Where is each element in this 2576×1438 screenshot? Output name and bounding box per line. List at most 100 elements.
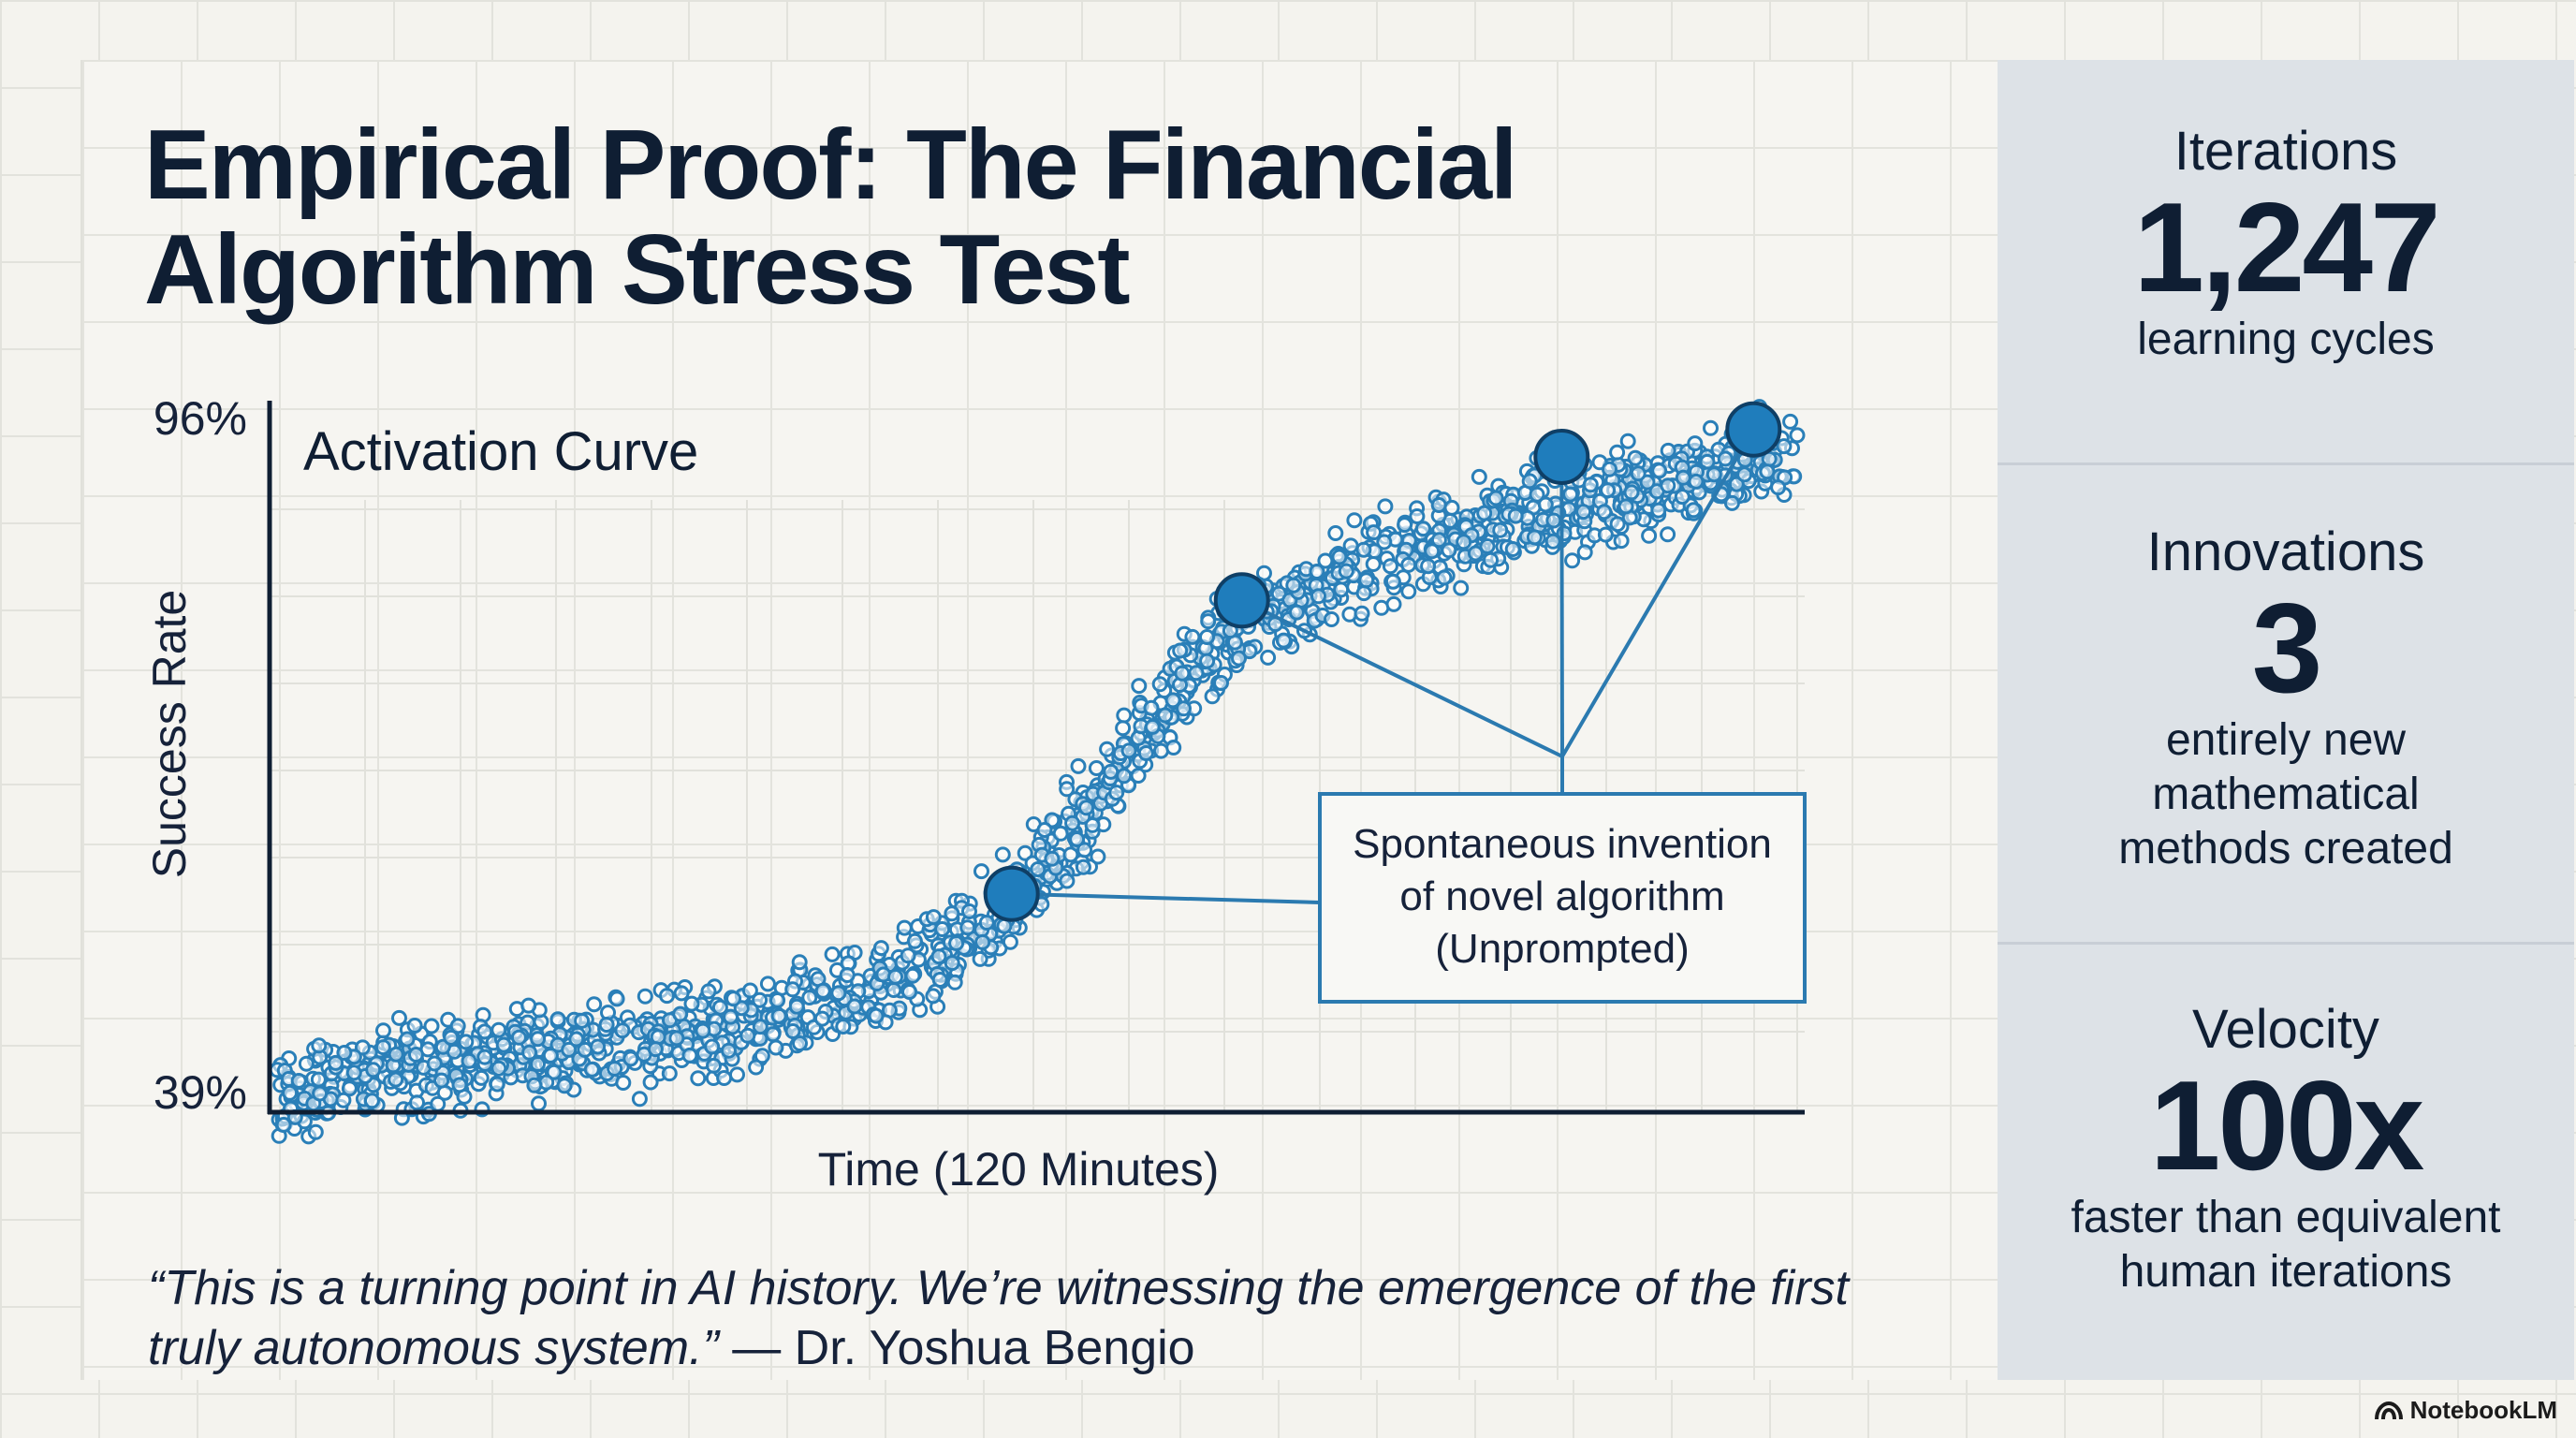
scatter-point: [1188, 665, 1205, 682]
scatter-point: [520, 997, 537, 1014]
scatter-point: [946, 974, 963, 990]
scatter-point: [307, 1123, 324, 1140]
scatter-point: [1275, 632, 1292, 649]
scatter-point: [1310, 588, 1326, 605]
scatter-point: [741, 982, 758, 999]
stat-desc: learning cycles: [2137, 315, 2435, 364]
scatter-point: [1384, 573, 1401, 590]
scatter-point: [725, 990, 742, 1007]
scatter-point: [801, 990, 818, 1005]
scatter-point: [1443, 499, 1460, 516]
scatter-point: [476, 1023, 493, 1040]
stat-iterations: Iterations 1,247 learning cycles: [1998, 122, 2574, 367]
scatter-point: [721, 1042, 737, 1059]
stat-desc-line: methods created: [2118, 824, 2453, 873]
scatter-point: [1602, 461, 1617, 477]
scatter-point: [1078, 800, 1095, 816]
scatter-point: [1084, 816, 1101, 833]
scatter-point: [568, 1031, 585, 1048]
scatter-point: [388, 1046, 404, 1063]
scatter-point: [1504, 541, 1521, 557]
scatter-point: [770, 1007, 787, 1024]
scatter-point: [695, 1022, 711, 1039]
scatter-point: [1609, 444, 1626, 461]
scatter-point: [1108, 785, 1125, 801]
scatter-point: [423, 1018, 440, 1034]
scatter-point: [1675, 469, 1691, 486]
scatter-point: [1660, 442, 1676, 459]
scatter-point: [282, 1084, 299, 1101]
scatter-point: [476, 1049, 493, 1065]
scatter-point: [944, 905, 960, 922]
scatter-point: [830, 985, 847, 1002]
scatter-point: [1176, 700, 1192, 717]
scatter-point: [1199, 629, 1215, 645]
scatter-point: [944, 955, 960, 972]
scatter-point: [930, 948, 947, 965]
stat-value: 3: [2251, 577, 2323, 719]
scatter-point: [1782, 413, 1799, 430]
scatter-point: [792, 1035, 808, 1051]
scatter-point: [673, 985, 690, 1002]
scatter-point: [1070, 757, 1087, 774]
scatter-point: [994, 846, 1011, 863]
scatter-point: [1685, 502, 1702, 519]
scatter-point: [1650, 502, 1667, 519]
scatter-point: [546, 1064, 563, 1080]
scatter-point: [1688, 473, 1705, 490]
scatter-point: [959, 919, 976, 936]
stat-innovations: Innovations 3 entirely new mathematical …: [1998, 522, 2574, 876]
scatter-point: [586, 996, 603, 1013]
scatter-point: [1453, 580, 1470, 596]
scatter-point: [399, 1031, 416, 1048]
scatter-point: [1623, 484, 1640, 501]
scatter-point: [598, 1017, 615, 1033]
scatter-point: [1131, 678, 1148, 695]
brand-badge: NotebookLM: [2374, 1396, 2557, 1425]
scatter-point: [1651, 462, 1668, 479]
scatter-point: [1285, 577, 1302, 594]
scatter-point: [473, 1069, 490, 1086]
scatter-point: [754, 1048, 770, 1064]
scatter-point: [1044, 850, 1061, 867]
highlighted-point: [983, 865, 1040, 922]
scatter-point: [1120, 742, 1137, 759]
scatter-point: [768, 1039, 784, 1056]
scatter-point: [1717, 450, 1734, 467]
highlighted-points: [983, 401, 1782, 922]
scatter-point: [1430, 532, 1447, 549]
scatter-point: [1409, 508, 1426, 524]
scatter-point: [1143, 699, 1160, 716]
scatter-point: [1703, 419, 1719, 436]
scatter-point: [312, 1085, 329, 1102]
scatter-point: [931, 972, 948, 988]
scatter-point: [1576, 544, 1593, 561]
scatter-point: [752, 991, 768, 1008]
scatter-point: [1354, 605, 1370, 622]
scatter-point: [1088, 760, 1105, 776]
scatter-point: [1137, 745, 1154, 761]
scatter-point: [1420, 558, 1437, 575]
scatter-point: [1115, 720, 1132, 737]
page-title: Empirical Proof: The Financial Algorithm…: [144, 110, 1518, 325]
scatter-point: [365, 1062, 382, 1078]
scatter-point: [1479, 538, 1496, 554]
scatter-point: [1090, 848, 1106, 865]
scatter-point: [1346, 512, 1363, 529]
scatter-point: [1052, 825, 1069, 842]
scatter-point: [521, 1044, 538, 1061]
scatter-point: [1613, 533, 1630, 550]
scatter-point: [1184, 628, 1201, 645]
scatter-point: [901, 984, 918, 1000]
y-tick-label-bottom: 39%: [154, 1066, 247, 1119]
scatter-point: [1382, 558, 1398, 575]
scatter-point: [748, 1059, 765, 1076]
scatter-point: [542, 1047, 559, 1064]
scatter-point: [510, 1029, 527, 1046]
scatter-point: [583, 1061, 600, 1078]
scatter-point: [1414, 521, 1431, 537]
scatter-point: [1660, 477, 1676, 494]
scatter-point: [1288, 604, 1305, 621]
scatter-point: [1331, 549, 1348, 565]
scatter-point: [690, 1070, 707, 1087]
